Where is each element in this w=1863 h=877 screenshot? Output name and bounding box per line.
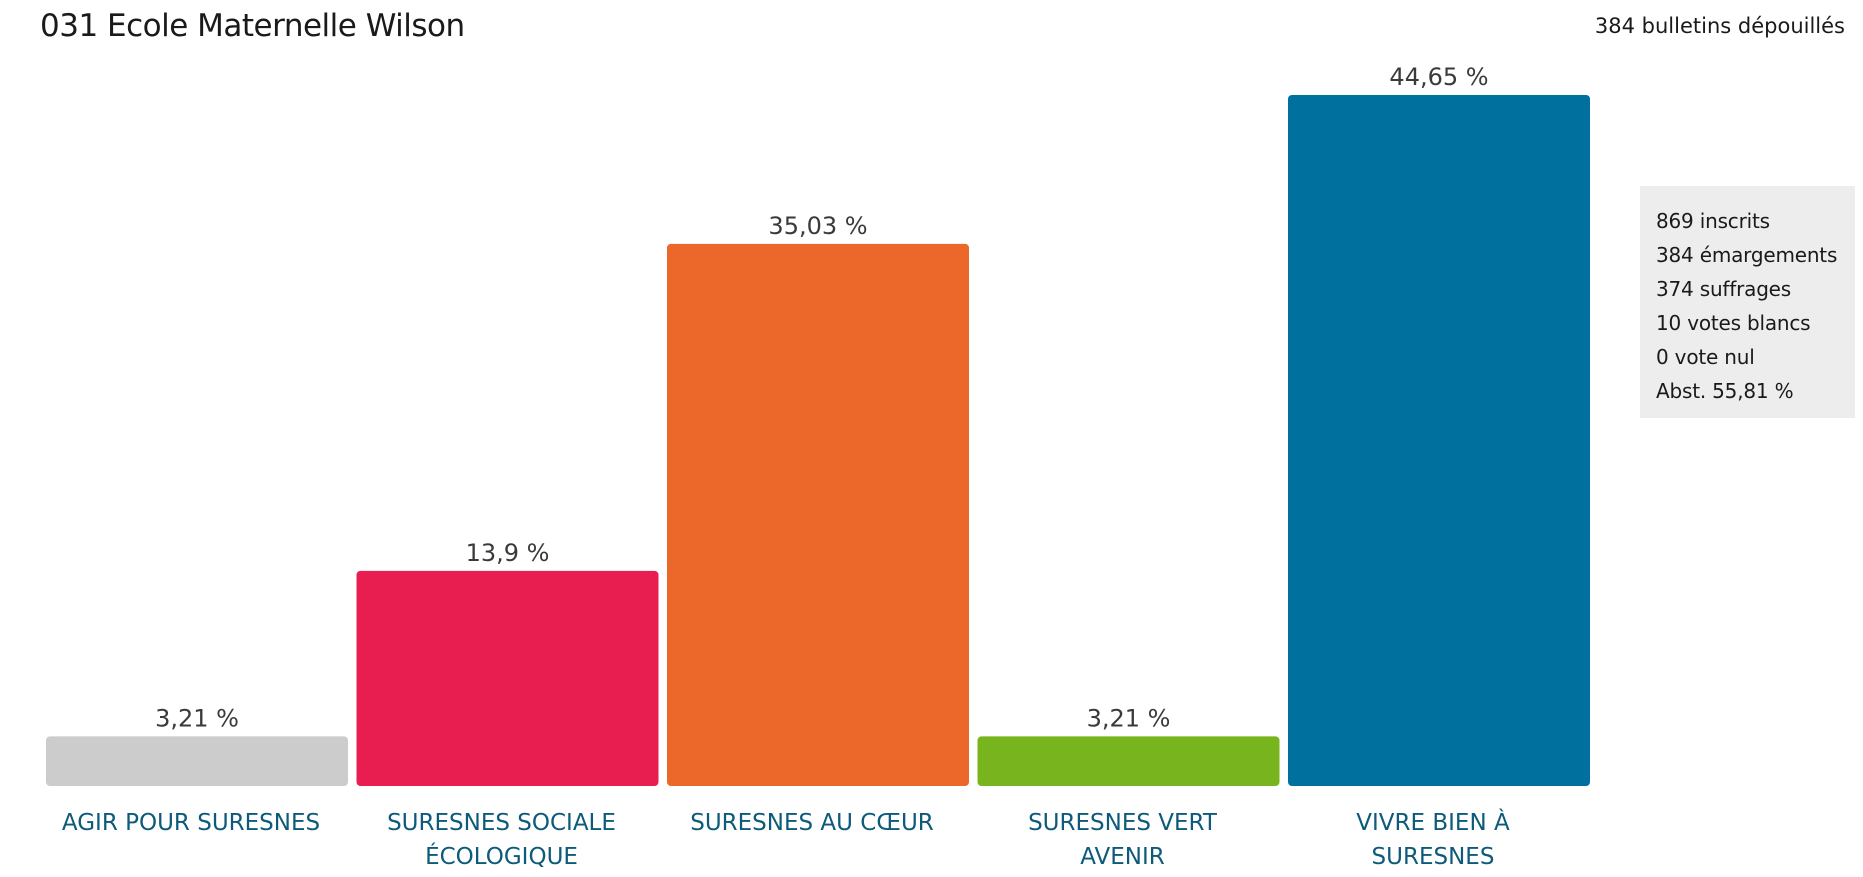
category-label-line: AVENIR — [1080, 844, 1165, 870]
category-label-2: SURESNES SOCIALE ÉCOLOGIQUE — [387, 810, 616, 870]
bar-4 — [977, 736, 1280, 786]
bar-1 — [46, 736, 348, 786]
bar-3 — [667, 243, 969, 786]
stat-registered: 869 inscrits — [1656, 209, 1770, 233]
category-label-line: AGIR POUR SURESNES — [62, 810, 320, 836]
stat-votes-cast: 374 suffrages — [1656, 277, 1792, 301]
value-label-2: 13,9 % — [466, 539, 550, 567]
stat-blank-votes: 10 votes blancs — [1656, 311, 1811, 335]
category-label-line: VIVRE BIEN À — [1356, 808, 1510, 836]
ballots-count: 384 bulletins dépouillés — [1594, 14, 1845, 38]
page-title: 031 Ecole Maternelle Wilson — [40, 8, 465, 44]
bar-2 — [356, 570, 659, 786]
category-label-line: SURESNES VERT — [1028, 810, 1218, 836]
value-label-5: 44,65 % — [1389, 63, 1488, 91]
value-label-1: 3,21 % — [155, 704, 239, 732]
stats-panel: 869 inscrits 384 émargements 374 suffrag… — [1640, 186, 1855, 418]
category-label-line: SURESNES AU CŒUR — [690, 810, 934, 836]
category-label-1: AGIR POUR SURESNES — [62, 810, 320, 836]
bar-chart: 3,21 % AGIR POUR SURESNES 13,9 % SURESNES S… — [46, 63, 1590, 870]
category-label-3: SURESNES AU CŒUR — [690, 810, 934, 836]
category-label-5: VIVRE BIEN À SURESNES — [1356, 808, 1510, 870]
stat-signatures: 384 émargements — [1656, 243, 1838, 267]
value-label-3: 35,03 % — [768, 212, 867, 240]
category-label-line: SURESNES — [1372, 844, 1495, 870]
value-label-4: 3,21 % — [1087, 704, 1171, 732]
category-label-line: SURESNES SOCIALE — [387, 810, 616, 836]
bar-5 — [1288, 95, 1590, 786]
category-label-line: ÉCOLOGIQUE — [425, 842, 578, 870]
stat-abstention: Abst. 55,81 % — [1656, 379, 1794, 403]
stat-null-votes: 0 vote nul — [1656, 345, 1755, 369]
category-label-4: SURESNES VERT AVENIR — [1028, 810, 1218, 870]
